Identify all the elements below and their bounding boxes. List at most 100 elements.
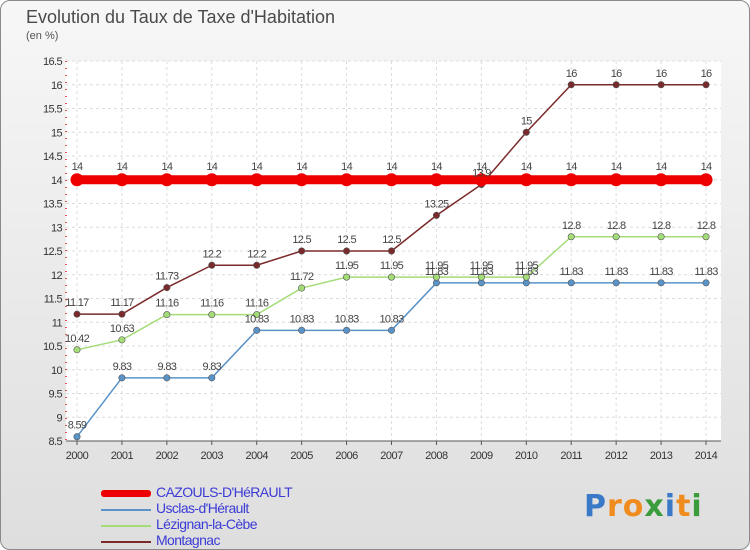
data-label: 14 [701, 161, 712, 173]
logo-letter: r [607, 489, 623, 524]
legend-swatch [101, 541, 151, 543]
data-label: 14 [386, 161, 397, 173]
data-label: 14 [206, 161, 217, 173]
data-point [73, 433, 81, 441]
data-point [477, 273, 485, 281]
data-label: 12.8 [562, 220, 581, 232]
x-tick-label: 2011 [560, 450, 582, 462]
x-tick-label: 2002 [156, 450, 179, 462]
data-label: 11.17 [110, 297, 134, 309]
logo-letter: t [676, 489, 692, 524]
data-point [298, 284, 306, 292]
data-label: 14 [521, 161, 532, 173]
data-label: 11.83 [425, 266, 449, 278]
data-label: 10.83 [245, 313, 270, 325]
data-point [253, 311, 261, 319]
data-point [654, 173, 668, 187]
data-label: 15 [521, 115, 532, 127]
data-point [612, 233, 620, 241]
y-tick-label: 15.5 [43, 104, 62, 116]
data-point [702, 81, 710, 89]
data-point [73, 310, 81, 318]
data-point [118, 336, 126, 344]
y-tick-label: 13.5 [43, 199, 62, 211]
chart-title: Evolution du Taux de Taxe d'Habitation [26, 7, 335, 27]
data-point [522, 273, 530, 281]
data-point [567, 81, 575, 89]
data-label: 9.83 [113, 361, 132, 373]
y-tick-label: 12.5 [43, 246, 62, 258]
x-tick-label: 2000 [66, 450, 89, 462]
data-point [115, 173, 129, 187]
chart-unit-label: (en %) [26, 30, 59, 42]
data-label: 11.73 [155, 271, 179, 283]
y-tick-label: 9.5 [49, 389, 63, 401]
data-point [657, 81, 665, 89]
data-point [702, 279, 710, 287]
data-point [567, 279, 575, 287]
x-tick-label: 2005 [290, 450, 313, 462]
data-point [253, 326, 261, 334]
data-label: 16 [611, 68, 622, 80]
data-point [343, 247, 351, 255]
data-label: 8.59 [68, 420, 87, 432]
x-tick-label: 2008 [425, 450, 448, 462]
data-point [160, 173, 174, 187]
data-label: 11.83 [694, 266, 718, 278]
y-tick-label: 14 [51, 175, 63, 187]
data-point [73, 346, 81, 354]
data-label: 12.8 [697, 220, 716, 232]
y-tick-label: 11 [52, 317, 63, 329]
data-label: 10.83 [290, 313, 315, 325]
proxiti-logo: Proxiti [584, 489, 703, 524]
data-point [340, 173, 354, 187]
x-tick-label: 2013 [650, 450, 673, 462]
data-label: 14 [161, 161, 172, 173]
data-label: 14 [72, 161, 83, 173]
legend-swatch [101, 525, 151, 527]
data-label: 9.83 [202, 361, 221, 373]
data-label: 14 [566, 161, 577, 173]
logo-letter: i [664, 489, 677, 524]
data-point [298, 247, 306, 255]
data-label: 14 [341, 161, 352, 173]
data-label: 11.95 [515, 260, 539, 272]
data-label: 10.83 [379, 313, 404, 325]
data-point [298, 326, 306, 334]
data-label: 11.72 [290, 271, 314, 283]
data-point [432, 211, 440, 219]
data-labels: 8.59 9.83 9.83 9.83 10.83 10.83 10.83 10.83 11.8… [65, 68, 719, 432]
legend-label: Montagnac [156, 532, 220, 548]
data-label: 11.83 [560, 266, 584, 278]
data-point [432, 273, 440, 281]
y-tick-label: 13 [51, 222, 63, 234]
data-label: 12.5 [382, 234, 401, 246]
data-label: 11.95 [425, 260, 449, 272]
y-tick-label: 10 [51, 365, 63, 377]
data-point [522, 128, 530, 136]
data-label: 13.25 [424, 198, 449, 210]
data-point [657, 233, 665, 241]
legend-label: CAZOULS-D'HéRAULT [156, 484, 293, 500]
data-label: 16 [701, 68, 712, 80]
data-label: 14 [251, 161, 262, 173]
data-label: 12.8 [607, 220, 626, 232]
data-point [118, 374, 126, 382]
data-point [208, 311, 216, 319]
data-point [474, 173, 488, 187]
data-point [208, 261, 216, 269]
data-label: 14 [117, 161, 128, 173]
data-label: 12.2 [247, 248, 266, 260]
y-tick-label: 16.5 [43, 56, 62, 68]
data-point [295, 173, 309, 187]
data-point [343, 273, 351, 281]
y-tick-label: 15 [51, 127, 63, 139]
x-tick-label: 2010 [515, 450, 538, 462]
x-tick-label: 2007 [380, 450, 403, 462]
y-tick-label: 14.5 [43, 151, 62, 163]
axes: 8.599.51010.51111.51212.51313.51414.5151… [43, 56, 721, 462]
data-point [564, 173, 578, 187]
data-label: 11.16 [200, 298, 224, 310]
legend-label: Usclas-d'Hérault [156, 500, 249, 516]
